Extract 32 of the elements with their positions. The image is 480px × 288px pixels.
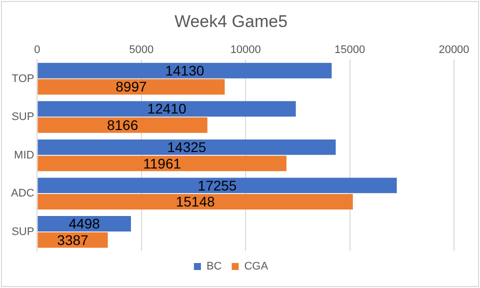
- chart-title: Week4 Game5: [174, 12, 288, 31]
- y-tick-label: SUP: [12, 111, 34, 124]
- data-label: 8166: [106, 117, 138, 134]
- data-label: 11961: [143, 155, 182, 172]
- x-tick-label: 10000: [230, 44, 261, 56]
- bar: [38, 194, 353, 210]
- data-label: 14130: [165, 62, 204, 78]
- bar: [38, 178, 397, 194]
- legend-label: CGA: [244, 260, 269, 273]
- y-tick-label: TOP: [12, 72, 34, 85]
- data-label: 14325: [167, 139, 206, 156]
- y-tick-label: ADC: [10, 188, 34, 200]
- legend-label: BC: [206, 260, 222, 273]
- data-label: 12410: [147, 100, 186, 117]
- data-label: 3387: [57, 232, 89, 248]
- bar: [38, 101, 296, 117]
- bar: [38, 117, 208, 133]
- y-tick-label: SUP: [12, 226, 34, 238]
- bar: [38, 79, 225, 95]
- x-tick-label: 5000: [129, 44, 154, 56]
- x-tick-label: 20000: [438, 44, 470, 56]
- bar: [38, 156, 286, 172]
- data-label: 4498: [68, 216, 100, 232]
- data-label: 17255: [198, 177, 237, 194]
- x-tick-label: 15000: [334, 44, 366, 56]
- data-label: 15148: [176, 194, 215, 210]
- x-tick-label: 0: [34, 44, 40, 56]
- bar: [38, 139, 336, 155]
- bar: [38, 216, 131, 232]
- y-tick-label: MID: [14, 149, 34, 162]
- bar: [38, 62, 332, 78]
- data-label: 8997: [116, 78, 147, 95]
